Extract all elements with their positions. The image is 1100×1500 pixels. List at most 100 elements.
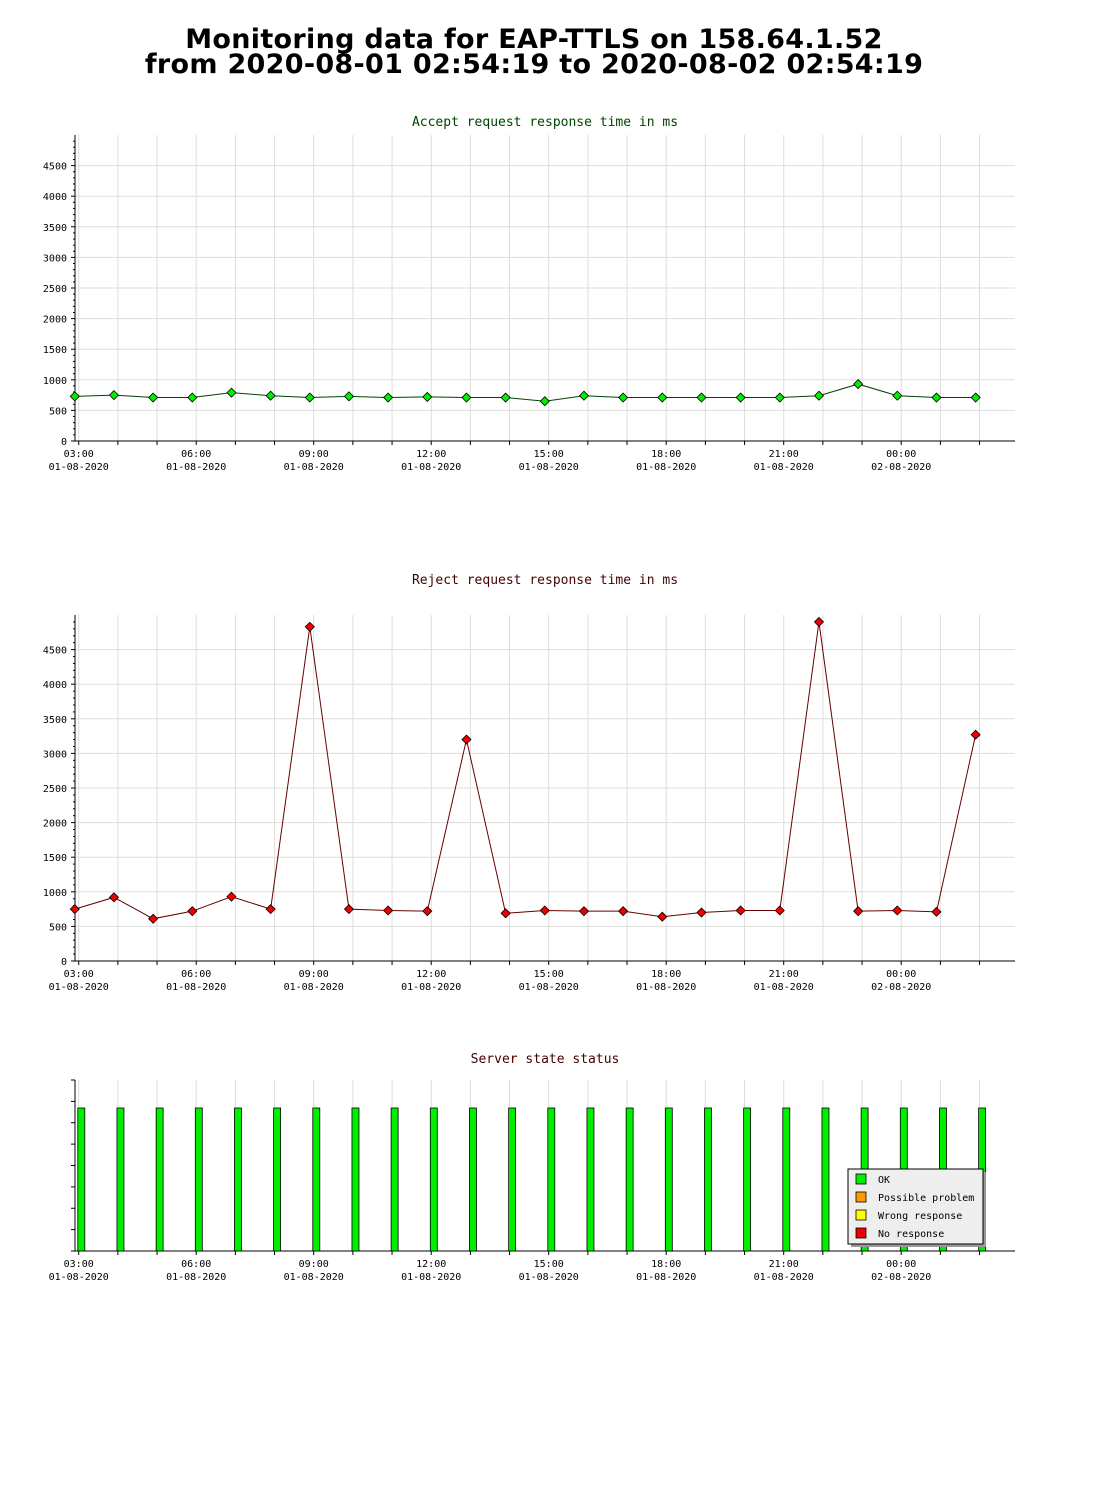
x-tick-label-time: 12:00 [416,449,446,460]
status-bar [664,1107,673,1252]
y-tick-label: 2500 [43,284,67,295]
data-point [304,392,315,403]
status-bar [312,1107,321,1252]
y-tick-label: 0 [61,957,67,968]
data-point [774,905,785,916]
x-tick-label-time: 03:00 [64,449,94,460]
reject-chart: Reject request response time in ms 0 500 10… [43,573,1015,993]
status-bar [821,1107,830,1252]
data-point [657,911,668,922]
data-point [970,392,981,403]
x-tick-label-date: 02-08-2020 [871,982,931,993]
data-point [187,392,198,403]
legend-label: Possible problem [878,1193,974,1204]
accept-series-line [74,383,976,402]
legend-swatch [855,1191,867,1203]
x-tick-label-time: 00:00 [886,1259,916,1270]
data-point [343,391,355,402]
status-bar [547,1107,556,1252]
data-point [148,392,159,403]
data-point [108,892,120,903]
data-point [265,904,276,915]
data-point [226,891,237,902]
x-tick-label-time: 06:00 [181,969,211,980]
data-point [108,390,120,401]
x-tick-label-date: 01-08-2020 [754,1272,814,1283]
page-subtitle: from 2020-08-01 02:54:19 to 2020-08-02 0… [144,49,924,80]
y-tick-label: 2000 [43,315,67,326]
x-tick-label-date: 01-08-2020 [401,982,461,993]
data-point [226,387,237,398]
x-tick-label-time: 00:00 [886,449,916,460]
status-bar [782,1107,791,1252]
x-tick-label-date: 01-08-2020 [519,982,579,993]
x-tick-label-date: 02-08-2020 [871,1272,931,1283]
data-point [735,905,746,916]
y-tick-label: 500 [49,406,67,417]
x-tick-label-time: 12:00 [416,1259,446,1270]
x-tick-label-date: 01-08-2020 [754,462,814,473]
y-tick-label: 1500 [43,853,67,864]
x-tick-label-time: 06:00 [181,1259,211,1270]
status-bar [625,1107,634,1252]
y-tick-label: 0 [61,437,67,448]
data-point [853,906,864,917]
legend-label: Wrong response [878,1211,962,1222]
y-tick-label: 1000 [43,888,67,899]
x-tick-label-date: 01-08-2020 [49,982,109,993]
reject-series-line [74,621,977,920]
legend-swatch [855,1173,867,1185]
x-tick-label-time: 03:00 [64,1259,94,1270]
data-point [696,907,707,918]
data-point [69,904,80,915]
data-point [265,390,276,401]
status-chart: Server state status 03:00 01-08-2020 06:00 0… [49,1052,1015,1283]
x-tick-label-date: 01-08-2020 [49,462,109,473]
y-tick-label: 2500 [43,784,67,795]
x-tick-label-time: 09:00 [299,1259,329,1270]
status-bar [469,1107,477,1252]
x-tick-label-time: 03:00 [64,969,94,980]
data-point [422,391,433,403]
y-tick-label: 1500 [43,345,67,356]
x-tick-label-date: 01-08-2020 [284,462,344,473]
data-point [774,392,785,403]
x-tick-label-date: 01-08-2020 [166,462,226,473]
status-bar [116,1107,125,1252]
x-tick-label-time: 09:00 [299,449,329,460]
data-point [657,392,668,403]
legend-swatch [855,1209,867,1221]
y-tick-label: 4500 [43,646,67,657]
x-tick-label-date: 01-08-2020 [519,462,579,473]
status-bar [390,1107,399,1252]
x-tick-label-date: 01-08-2020 [166,982,226,993]
x-tick-label-time: 00:00 [886,969,916,980]
x-tick-label-time: 21:00 [769,969,799,980]
x-tick-label-date: 01-08-2020 [166,1272,226,1283]
x-tick-label-time: 21:00 [769,1259,799,1270]
y-tick-label: 1000 [43,376,67,387]
data-point [931,906,942,917]
y-tick-label: 500 [49,922,67,933]
accept-chart-title: Accept request response time in ms [412,115,678,130]
data-point [461,734,472,745]
legend-swatch [855,1227,867,1239]
y-tick-label: 3000 [43,749,67,760]
data-point [500,908,511,919]
data-point [461,392,472,403]
y-tick-label: 2000 [43,819,67,830]
legend-label: OK [878,1175,890,1186]
y-tick-label: 3000 [43,253,67,264]
legend-box [847,1168,984,1245]
data-point [853,379,864,390]
data-point [539,905,550,916]
x-tick-label-date: 01-08-2020 [754,982,814,993]
y-tick-label: 3500 [43,223,67,234]
x-tick-label-date: 01-08-2020 [636,462,696,473]
data-point [422,906,433,917]
status-bar [194,1107,203,1252]
data-point [343,904,355,915]
x-tick-label-time: 15:00 [534,969,564,980]
data-point [578,390,590,401]
x-tick-label-date: 01-08-2020 [519,1272,579,1283]
